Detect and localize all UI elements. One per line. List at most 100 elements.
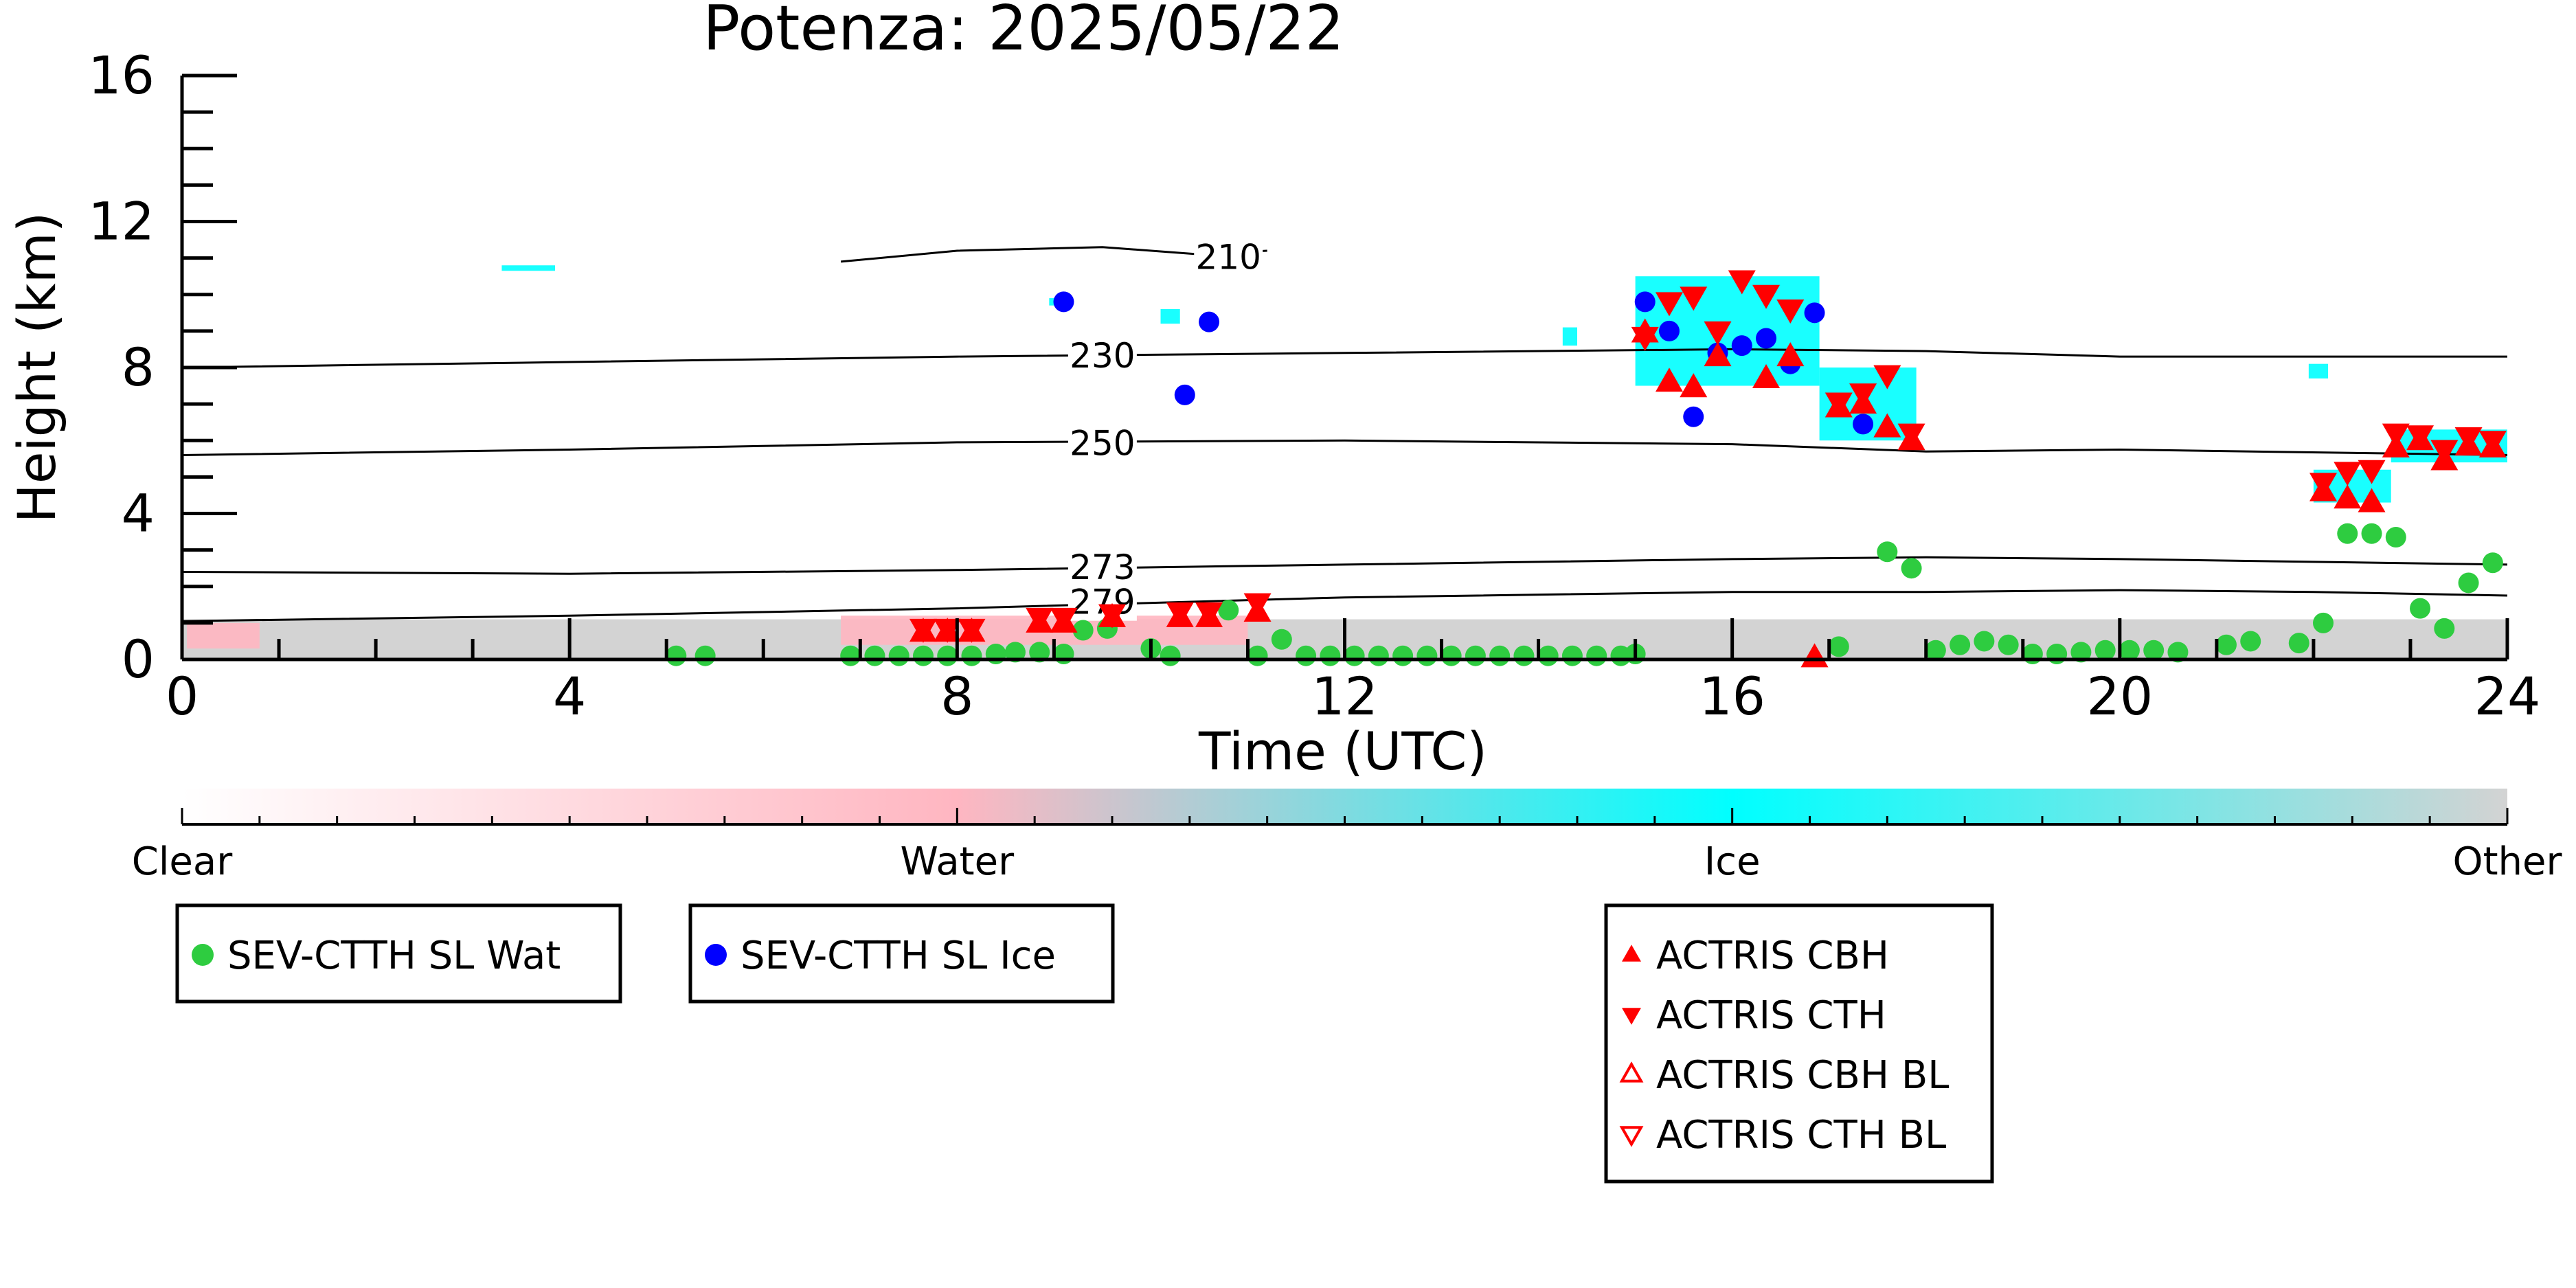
actris-cbh-point-11 xyxy=(1680,373,1708,398)
sev-ctth-sl-wat-point-50 xyxy=(2288,633,2309,654)
contour-label-230: 230 xyxy=(1070,336,1135,376)
sev-ctth-sl-wat-point-41 xyxy=(2022,644,2043,665)
sev-ctth-sl-wat-point-0 xyxy=(666,645,687,666)
actris-cth-point-18 xyxy=(1873,365,1901,389)
sev-ctth-sl-wat-point-8 xyxy=(985,644,1006,665)
sev-ctth-sl-wat-point-12 xyxy=(1072,620,1094,641)
y-tick-label-8: 8 xyxy=(122,337,155,398)
sev-ctth-sl-wat-point-48 xyxy=(2215,634,2237,655)
x-tick-label-20: 20 xyxy=(2086,666,2153,727)
actris-cth-point-22 xyxy=(2358,460,2386,484)
sev-ctth-sl-wat-point-24 xyxy=(1416,645,1438,666)
x-tick-label-12: 12 xyxy=(1311,666,1378,727)
sev-ctth-sl-wat-point-19 xyxy=(1296,645,1317,666)
sev-ctth-sl-wat-point-30 xyxy=(1561,645,1583,666)
cloud-region-ice xyxy=(2308,363,2329,379)
contour-label-210: 210 xyxy=(1196,238,1261,278)
contour-label-273: 273 xyxy=(1070,547,1135,587)
legend-sev-ice-label: SEV-CTTH SL Ice xyxy=(741,934,1056,978)
sev-ctth-sl-wat-point-44 xyxy=(2094,640,2116,661)
x-tick-label-4: 4 xyxy=(553,666,586,727)
legend-actris-3-label: ACTRIS CBH BL xyxy=(1656,1053,1949,1098)
sev-ctth-sl-wat-point-45 xyxy=(2119,640,2140,661)
colorbar-label-water: Water xyxy=(901,839,1015,884)
y-tick-label-0: 0 xyxy=(122,629,155,690)
contour-label-bg-250 xyxy=(1067,423,1137,462)
x-tick-label-24: 24 xyxy=(2474,666,2541,727)
sev-ctth-sl-wat-point-38 xyxy=(1950,634,1971,655)
legends: SEV-CTTH SL Wat SEV-CTTH SL Ice ACTRIS CBH… xyxy=(175,903,1994,1184)
actris-cth-point-7 xyxy=(1195,602,1223,626)
actris-cth-point-20 xyxy=(2309,473,2338,497)
actris-cth-point-26 xyxy=(2454,427,2483,451)
sev-ctth-sl-wat-point-37 xyxy=(1925,640,1946,661)
contour-250 xyxy=(181,439,2508,456)
sev-ctth-sl-wat-point-25 xyxy=(1440,645,1462,666)
sev-ctth-sl-wat-point-39 xyxy=(1974,631,1995,652)
y-axis-label: Height (km) xyxy=(6,212,67,523)
sev-ctth-sl-wat-point-35 xyxy=(1877,541,1898,563)
axes: 0 4 8 12 16 20 24 0 4 8 12 16 xyxy=(88,45,2540,727)
sev-ctth-sl-wat-point-26 xyxy=(1465,645,1486,666)
sev-ctth-sl-wat-point-15 xyxy=(1160,645,1181,666)
x-axis-label: Time (UTC) xyxy=(1198,721,1487,782)
sev-ctth-sl-wat-point-16 xyxy=(1218,600,1239,621)
sev-ctth-sl-wat-point-52 xyxy=(2337,523,2358,544)
sev-ctth-sl-wat-point-53 xyxy=(2361,523,2382,544)
sev-ctth-sl-wat-point-49 xyxy=(2240,631,2261,652)
sev-ctth-sl-ice-point-10 xyxy=(1804,302,1825,324)
actris-cth-point-14 xyxy=(1752,284,1781,309)
actris-cbh-point-21 xyxy=(2334,484,2362,509)
actris-cth-point-1 xyxy=(934,618,962,643)
sev-ctth-sl-wat-point-51 xyxy=(2313,612,2334,633)
y-tick-label-12: 12 xyxy=(88,191,155,252)
sev-ctth-sl-wat-point-55 xyxy=(2410,598,2431,619)
contour-273 xyxy=(181,556,2508,575)
legend-actris-4-marker xyxy=(1619,1126,1644,1147)
actris-cth-point-6 xyxy=(1166,602,1194,626)
sev-ctth-sl-ice-point-2 xyxy=(1199,311,1220,332)
actris-cth-point-25 xyxy=(2430,440,2459,464)
contour-label-bg-210 xyxy=(1194,237,1263,276)
actris-cth-point-5 xyxy=(1098,604,1126,629)
legend-actris-2-label: ACTRIS CTH xyxy=(1656,993,1886,1038)
legend-box-sev-ice xyxy=(688,903,1115,1004)
actris-cbh-point-22 xyxy=(2358,488,2386,512)
actris-cth-point-12 xyxy=(1704,321,1732,346)
x-tick-label-16: 16 xyxy=(1699,666,1765,727)
sev-ctth-sl-ice-point-0 xyxy=(1053,291,1074,313)
actris-cth-point-0 xyxy=(909,618,937,643)
legend-actris-3-marker xyxy=(1619,1061,1644,1083)
actris-cth-point-17 xyxy=(1849,383,1877,408)
colorbar-label-other: Other xyxy=(2452,839,2562,884)
legend-sev-water-label: SEV-CTTH SL Wat xyxy=(227,934,561,978)
sev-ctth-sl-wat-point-47 xyxy=(2167,642,2189,663)
actris-cth-point-4 xyxy=(1050,607,1078,632)
sev-ctth-sl-ice-point-3 xyxy=(1634,291,1656,313)
data-points xyxy=(666,270,2507,668)
cloud-regions xyxy=(182,265,2507,659)
sev-ctth-sl-wat-point-43 xyxy=(2070,642,2092,663)
actris-cbh-point-13 xyxy=(1752,363,1781,388)
actris-cth-point-11 xyxy=(1680,286,1708,311)
sev-ctth-sl-wat-point-1 xyxy=(694,645,716,666)
x-tick-label-0: 0 xyxy=(166,666,199,727)
sev-ctth-sl-wat-point-4 xyxy=(888,645,909,666)
contour-label-250: 250 xyxy=(1070,424,1135,464)
colorbar: Clear Water Ice Other xyxy=(132,789,2562,884)
sev-ctth-sl-wat-point-21 xyxy=(1344,645,1365,666)
chart-title: Potenza: 2025/05/22 xyxy=(703,0,1344,65)
contour-label-279: 279 xyxy=(1070,583,1135,622)
y-tick-label-16: 16 xyxy=(88,45,155,106)
sev-ctth-sl-wat-point-36 xyxy=(1901,558,1922,579)
sev-ctth-sl-wat-point-46 xyxy=(2143,640,2165,661)
cloud-region-ice xyxy=(1160,309,1180,324)
sev-ctth-sl-ice-point-1 xyxy=(1174,384,1195,405)
sev-ctth-sl-ice-point-7 xyxy=(1731,335,1752,357)
sev-ctth-sl-wat-point-31 xyxy=(1586,645,1607,666)
sev-ctth-sl-wat-point-6 xyxy=(937,645,958,666)
legend-actris-1-marker xyxy=(1622,945,1641,962)
x-tick-label-8: 8 xyxy=(940,666,973,727)
